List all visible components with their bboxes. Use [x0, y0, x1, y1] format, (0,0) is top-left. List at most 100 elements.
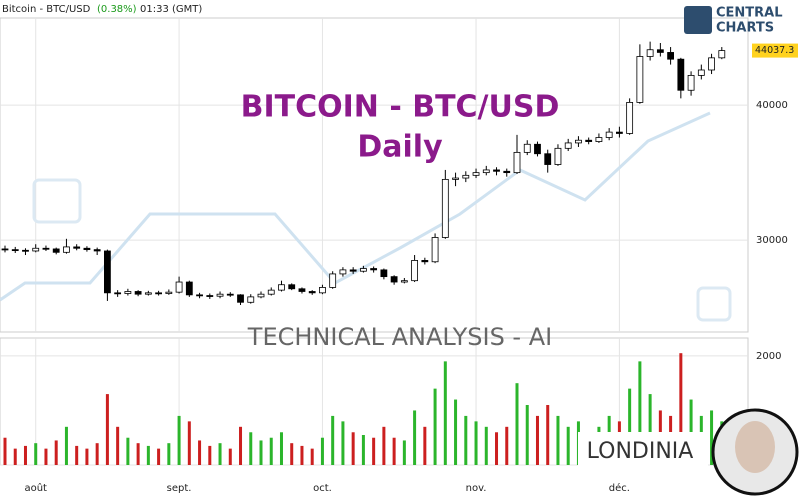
- last-price-label: 44037.3: [755, 45, 794, 56]
- volume-bar: [525, 405, 529, 465]
- candle-body: [585, 139, 593, 142]
- candle-body: [544, 153, 552, 165]
- candle-body: [267, 289, 275, 295]
- volume-bar: [464, 415, 468, 465]
- y2-tick-label: 2000: [756, 351, 781, 362]
- candle-body: [359, 268, 367, 272]
- candle-body: [636, 56, 644, 103]
- candle-body: [63, 246, 70, 253]
- partner: LONDINIA: [587, 439, 694, 464]
- volume-bar: [679, 353, 683, 465]
- chart-subtitle: Daily: [357, 130, 443, 165]
- candle-body: [114, 292, 122, 295]
- volume-bar: [208, 445, 212, 465]
- volume-bar: [157, 448, 161, 465]
- candle-body: [298, 288, 306, 292]
- candle-body: [370, 268, 378, 271]
- volume-bar: [372, 437, 376, 465]
- candle-body: [554, 147, 562, 165]
- candle-body: [257, 293, 265, 298]
- x-tick-label: nov.: [466, 483, 487, 494]
- candle-body: [155, 292, 163, 295]
- candle-body: [104, 250, 111, 294]
- volume-bar: [187, 421, 191, 465]
- brand: CENTRAL: [716, 6, 783, 21]
- candle-body: [431, 237, 439, 263]
- candle-body: [196, 294, 203, 297]
- volume-bar: [310, 448, 314, 465]
- candle-body: [349, 269, 357, 272]
- watermark-icon: [32, 178, 82, 224]
- volume-bar: [116, 426, 120, 465]
- volume-bar: [454, 399, 458, 465]
- volume-bar: [34, 443, 38, 465]
- volume-bar: [198, 440, 202, 465]
- candle-body: [616, 131, 623, 134]
- volume-bar: [351, 432, 355, 465]
- candle-body: [718, 50, 726, 59]
- candle-body: [482, 169, 490, 174]
- candle-body: [124, 291, 132, 294]
- candle-body: [667, 52, 674, 60]
- volume-bar: [515, 383, 519, 465]
- volume-bar: [474, 421, 478, 465]
- candle-body: [534, 143, 541, 155]
- x-tick-label: déc.: [609, 482, 630, 494]
- candle-body: [400, 280, 408, 283]
- candle-body: [411, 260, 419, 282]
- candle-body: [237, 294, 244, 303]
- candle-body: [462, 174, 470, 179]
- volume-bar: [361, 435, 365, 465]
- volume-bar: [75, 445, 79, 465]
- candle-body: [52, 248, 60, 253]
- candle-body: [319, 287, 326, 294]
- volume-bar: [95, 443, 99, 465]
- candle-body: [175, 281, 183, 293]
- candle-body: [503, 170, 511, 174]
- volume-bar: [300, 445, 304, 465]
- price-panel: [0, 17, 749, 333]
- volume-bar: [628, 388, 632, 465]
- volume-bar: [484, 426, 488, 465]
- candle-body: [452, 177, 459, 180]
- volume-bar: [402, 440, 406, 465]
- x-tick-label: oct.: [313, 483, 332, 494]
- candle-body: [380, 269, 388, 278]
- candle-body: [656, 49, 664, 53]
- brand-logo: [684, 6, 712, 34]
- volume-bar: [505, 426, 509, 465]
- volume-bar: [443, 361, 447, 465]
- candle-body: [708, 57, 715, 71]
- watermark-icon: [696, 286, 732, 322]
- candle-body: [605, 131, 613, 138]
- candle-body: [493, 169, 500, 172]
- candle-body: [595, 137, 603, 142]
- volume-bar: [279, 432, 283, 465]
- volume-bar: [320, 437, 324, 465]
- candle-body: [575, 139, 582, 144]
- volume-bar: [54, 440, 58, 465]
- volume-bar: [495, 432, 499, 465]
- volume-bar: [13, 448, 17, 465]
- candle-body: [42, 247, 50, 250]
- candle-body: [513, 151, 521, 174]
- partner-box: [578, 432, 708, 470]
- candle-body: [165, 291, 173, 294]
- x-tick-label: août: [24, 482, 47, 494]
- candle-body: [523, 143, 531, 153]
- candle-body: [677, 58, 685, 91]
- volume-bar: [341, 421, 345, 465]
- candle-body: [134, 291, 142, 295]
- volume-bar: [85, 448, 89, 465]
- candle-body: [441, 178, 449, 238]
- volume-bar: [228, 448, 232, 465]
- change: (0.38%): [97, 4, 137, 15]
- candle-body: [288, 284, 296, 290]
- volume-bar: [218, 443, 222, 465]
- volume-bar: [546, 405, 550, 465]
- candle-body: [93, 249, 101, 252]
- candle-body: [646, 49, 654, 57]
- plot: 300004000002000aoûtsept.oct.nov.déc.4403…: [1, 41, 798, 494]
- candle-body: [339, 269, 347, 275]
- chart-title: BITCOIN - BTC/USD: [241, 90, 560, 125]
